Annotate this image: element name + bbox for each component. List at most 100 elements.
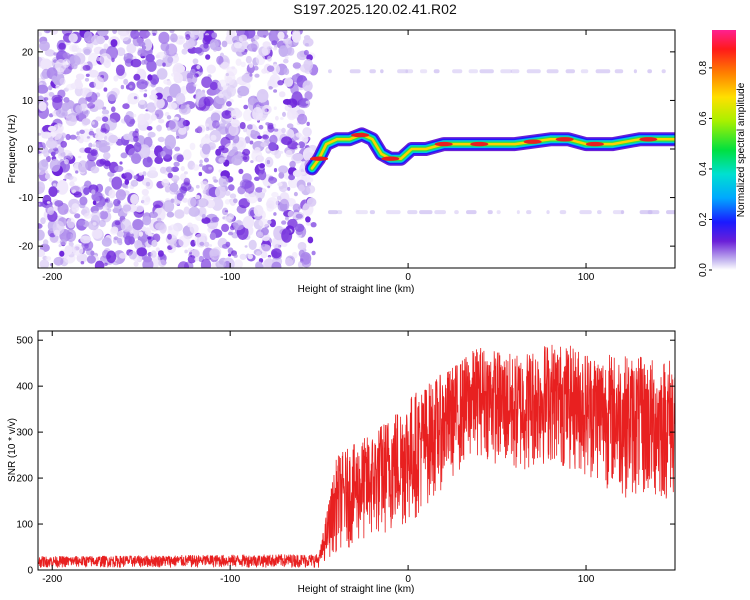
noise-blob xyxy=(273,89,278,93)
noise-blob xyxy=(165,43,178,57)
faint-mark xyxy=(397,69,409,74)
noise-blob xyxy=(81,87,93,98)
noise-blob xyxy=(48,92,55,97)
noise-blob xyxy=(102,206,107,212)
noise-blob xyxy=(91,121,95,125)
noise-blob xyxy=(81,118,91,126)
noise-blob xyxy=(71,63,78,70)
noise-blob xyxy=(53,229,60,237)
noise-blob xyxy=(224,199,231,205)
noise-blob xyxy=(38,84,49,94)
noise-blob xyxy=(47,125,57,132)
noise-blob xyxy=(182,42,192,50)
noise-blob xyxy=(39,40,50,52)
faint-mark xyxy=(579,210,592,215)
noise-blob xyxy=(114,220,121,226)
noise-blob xyxy=(101,237,112,247)
noise-blob xyxy=(298,184,305,192)
snr-content xyxy=(38,344,675,569)
noise-blob xyxy=(138,144,151,159)
noise-blob xyxy=(282,111,286,117)
noise-blob xyxy=(95,132,104,141)
noise-blob xyxy=(78,155,82,159)
noise-blob xyxy=(53,147,59,152)
noise-blob xyxy=(273,106,277,110)
noise-blob xyxy=(253,65,259,71)
noise-blob xyxy=(96,159,105,167)
noise-blob xyxy=(212,120,220,129)
signal-peak xyxy=(381,156,400,161)
noise-blob xyxy=(75,47,82,54)
noise-blob xyxy=(232,146,238,153)
noise-blob xyxy=(148,106,155,113)
noise-blob xyxy=(155,222,166,231)
faint-mark xyxy=(420,69,428,74)
noise-blob xyxy=(301,136,309,143)
noise-blob xyxy=(127,92,140,105)
noise-blob xyxy=(269,74,281,88)
noise-blob xyxy=(59,239,67,246)
noise-blob xyxy=(137,49,146,57)
noise-blob xyxy=(242,156,248,161)
noise-blob xyxy=(199,241,205,246)
noise-blob xyxy=(48,186,58,198)
noise-blob xyxy=(251,149,263,162)
noise-blob xyxy=(234,113,238,117)
noise-blob xyxy=(194,256,200,262)
noise-blob xyxy=(195,194,201,200)
noise-blob xyxy=(187,222,193,228)
noise-blob xyxy=(103,87,108,92)
noise-blob xyxy=(155,247,160,252)
noise-blob xyxy=(246,43,258,52)
noise-blob xyxy=(58,42,66,50)
faint-mark xyxy=(526,210,532,215)
y-tick-label: 300 xyxy=(16,428,33,439)
colorbar-gradient xyxy=(712,30,736,270)
noise-blob xyxy=(123,78,129,85)
noise-blob xyxy=(78,113,84,120)
noise-blob xyxy=(156,68,168,80)
noise-blob xyxy=(238,168,244,175)
noise-blob xyxy=(225,190,231,196)
noise-blob xyxy=(181,48,188,55)
noise-blob xyxy=(142,171,147,177)
noise-blob xyxy=(187,73,198,85)
noise-blob xyxy=(160,150,166,157)
noise-blob xyxy=(171,72,177,77)
noise-blob xyxy=(248,239,257,250)
noise-blob xyxy=(79,147,87,153)
noise-blob xyxy=(218,169,222,173)
chart-title: S197.2025.120.02.41.R02 xyxy=(293,1,457,17)
noise-blob xyxy=(285,257,294,267)
noise-blob xyxy=(171,175,180,182)
faint-mark xyxy=(434,210,446,215)
noise-blob xyxy=(259,163,265,169)
faint-mark xyxy=(666,210,675,215)
noise-blob xyxy=(301,171,306,175)
noise-blob xyxy=(103,159,111,170)
noise-blob xyxy=(110,39,118,48)
noise-blob xyxy=(70,103,82,116)
faint-mark xyxy=(565,69,575,74)
noise-blob xyxy=(147,131,156,138)
noise-blob xyxy=(208,244,213,247)
signal-peak xyxy=(639,137,658,142)
noise-blob xyxy=(155,86,164,94)
noise-blob xyxy=(196,198,209,208)
noise-blob xyxy=(147,236,152,240)
faint-mark xyxy=(433,69,440,74)
noise-blob xyxy=(262,134,269,140)
noise-blob xyxy=(145,53,155,63)
noise-blob xyxy=(38,132,42,136)
noise-blob xyxy=(267,124,275,133)
snr-x-label: Height of straight line (km) xyxy=(298,584,415,595)
noise-blob xyxy=(162,62,166,67)
noise-blob xyxy=(147,74,153,81)
noise-blob xyxy=(304,91,313,100)
noise-blob xyxy=(220,61,230,70)
noise-blob xyxy=(38,229,45,241)
noise-blob xyxy=(153,207,166,222)
noise-blob xyxy=(48,85,53,91)
colorbar: 0.0 0.2 0.4 0.6 0.8 Normalized spectral ampl… xyxy=(698,30,747,277)
noise-blob xyxy=(59,77,66,85)
